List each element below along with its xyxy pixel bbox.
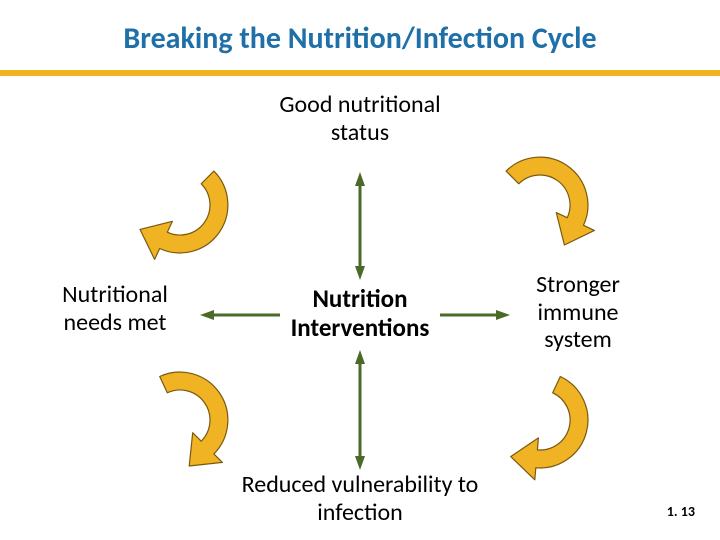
node-top: Good nutritional status — [230, 91, 490, 146]
node-top-line1: Good nutritional — [279, 90, 440, 119]
node-left-line1: Nutritional — [62, 280, 168, 309]
node-bottom: Reduced vulnerability to infection — [190, 471, 530, 526]
cycle-top-left — [140, 171, 228, 259]
node-left: Nutritional needs met — [25, 281, 205, 336]
cycle-top-right — [506, 157, 594, 245]
node-center: Nutrition Interventions — [250, 285, 470, 343]
node-right-line3: system — [544, 325, 612, 354]
node-bottom-line2: infection — [317, 498, 402, 527]
node-top-line2: status — [331, 118, 389, 147]
node-right-line1: Stronger — [536, 270, 620, 299]
node-bottom-line1: Reduced vulnerability to — [242, 470, 479, 499]
center-to-top — [355, 172, 365, 280]
node-right-line2: immune — [537, 298, 618, 327]
node-right: Stronger immune system — [498, 271, 658, 354]
node-center-line2: Interventions — [291, 312, 430, 343]
node-center-line1: Nutrition — [312, 283, 407, 314]
node-left-line2: needs met — [64, 308, 167, 337]
cycle-bottom-left — [160, 372, 228, 466]
cycle-bottom-right — [511, 377, 588, 480]
center-to-bottom — [355, 350, 365, 470]
page-number: 1. 13 — [667, 503, 695, 520]
